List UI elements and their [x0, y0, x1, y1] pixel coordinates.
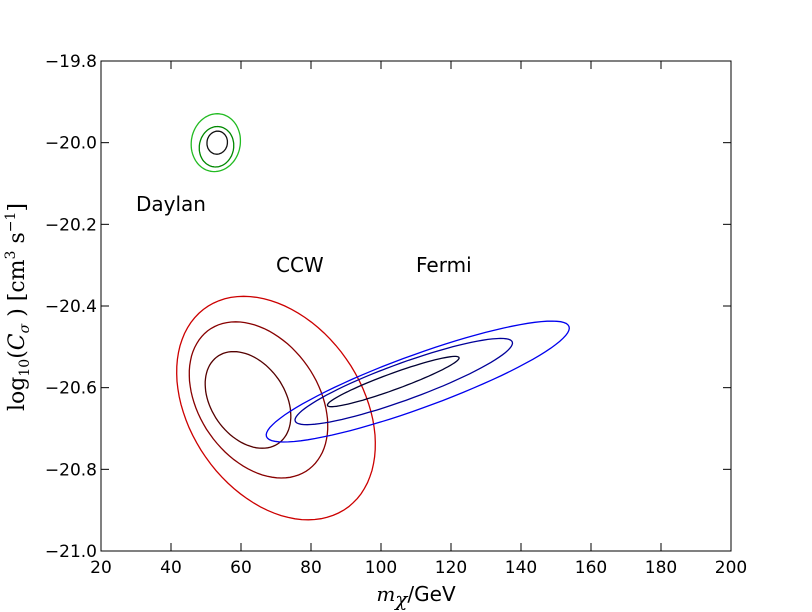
y-tick-label: −20.8: [45, 460, 97, 480]
contour-fermi-level-2: [294, 337, 514, 426]
x-tick-label: 200: [715, 558, 747, 578]
contour-daylan-level-3: [190, 113, 242, 173]
contour-ccw-level-1: [204, 350, 292, 449]
x-tick-label: 140: [505, 558, 537, 578]
x-tick-label: 40: [160, 558, 182, 578]
y-tick-label: −20.0: [45, 134, 97, 154]
contour-daylan-level-2: [198, 125, 235, 168]
annotation-daylan: Daylan: [136, 192, 206, 216]
x-tick-label: 100: [365, 558, 397, 578]
x-tick-label: 160: [575, 558, 607, 578]
contour-daylan-level-1: [206, 130, 229, 155]
tick-layer: 20 40 60 80 100 120 140 160 180 200 −21.0 −20.8 −20.…: [45, 52, 747, 578]
y-tick-label: −20.4: [45, 297, 97, 317]
contour-group-daylan: [190, 113, 242, 173]
y-tick-label: −20.2: [45, 215, 97, 235]
annotation-ccw: CCW: [276, 253, 324, 277]
x-tick-label: 120: [435, 558, 467, 578]
contour-ccw-level-3: [176, 295, 376, 521]
annotation-fermi: Fermi: [416, 253, 472, 277]
contour-layer: [176, 113, 570, 521]
contour-ccw-level-2: [188, 321, 329, 479]
contour-fermi-level-1: [326, 355, 460, 408]
x-tick-label: 80: [300, 558, 322, 578]
x-tick-label: 180: [645, 558, 677, 578]
contour-fermi-level-3: [265, 320, 570, 443]
x-axis-label: mχ/GeV: [376, 582, 456, 611]
y-axis-label: log10(Cσ ) [cm3 s−1]: [3, 203, 33, 411]
contour-group-fermi: [265, 320, 570, 443]
annotation-layer: Daylan CCW Fermi: [136, 192, 472, 277]
plot-frame: [100, 60, 732, 552]
x-tick-label: 60: [230, 558, 252, 578]
y-tick-label: −21.0: [45, 542, 97, 562]
y-tick-label: −20.6: [45, 379, 97, 399]
x-tick-label: 20: [90, 558, 112, 578]
y-tick-label: −19.8: [45, 52, 97, 72]
contour-group-ccw: [176, 295, 376, 521]
